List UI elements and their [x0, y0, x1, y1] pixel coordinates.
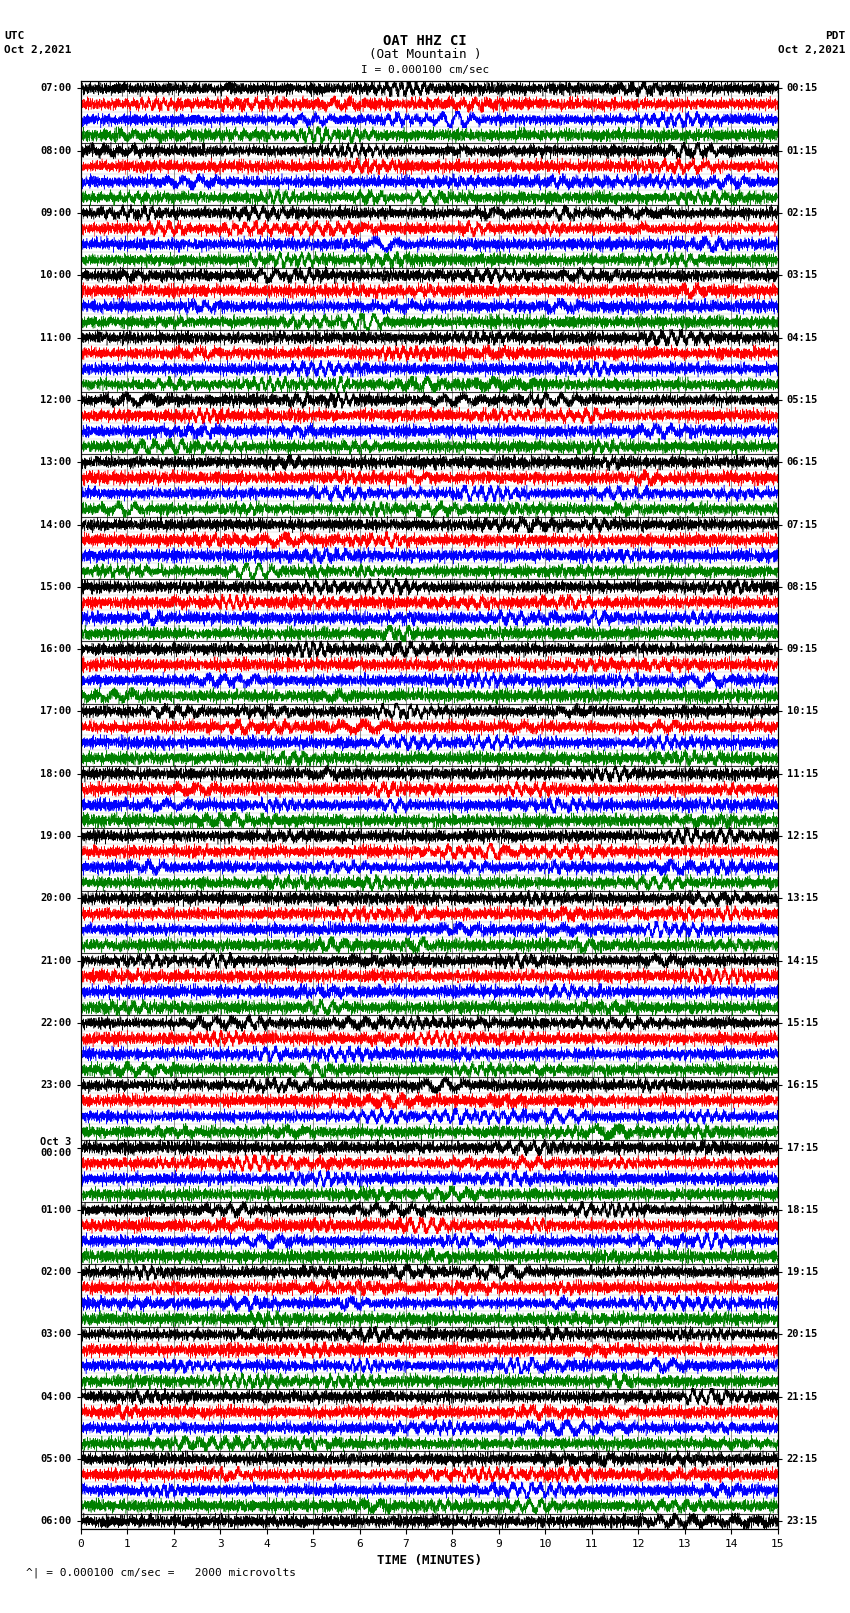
Text: I = 0.000100 cm/sec: I = 0.000100 cm/sec	[361, 65, 489, 74]
Text: OAT HHZ CI: OAT HHZ CI	[383, 34, 467, 48]
Text: ^| = 0.000100 cm/sec =   2000 microvolts: ^| = 0.000100 cm/sec = 2000 microvolts	[26, 1566, 296, 1578]
X-axis label: TIME (MINUTES): TIME (MINUTES)	[377, 1555, 482, 1568]
Text: (Oat Mountain ): (Oat Mountain )	[369, 48, 481, 61]
Text: Oct 2,2021: Oct 2,2021	[4, 45, 71, 55]
Text: UTC: UTC	[4, 31, 25, 40]
Text: Oct 2,2021: Oct 2,2021	[779, 45, 846, 55]
Text: PDT: PDT	[825, 31, 846, 40]
